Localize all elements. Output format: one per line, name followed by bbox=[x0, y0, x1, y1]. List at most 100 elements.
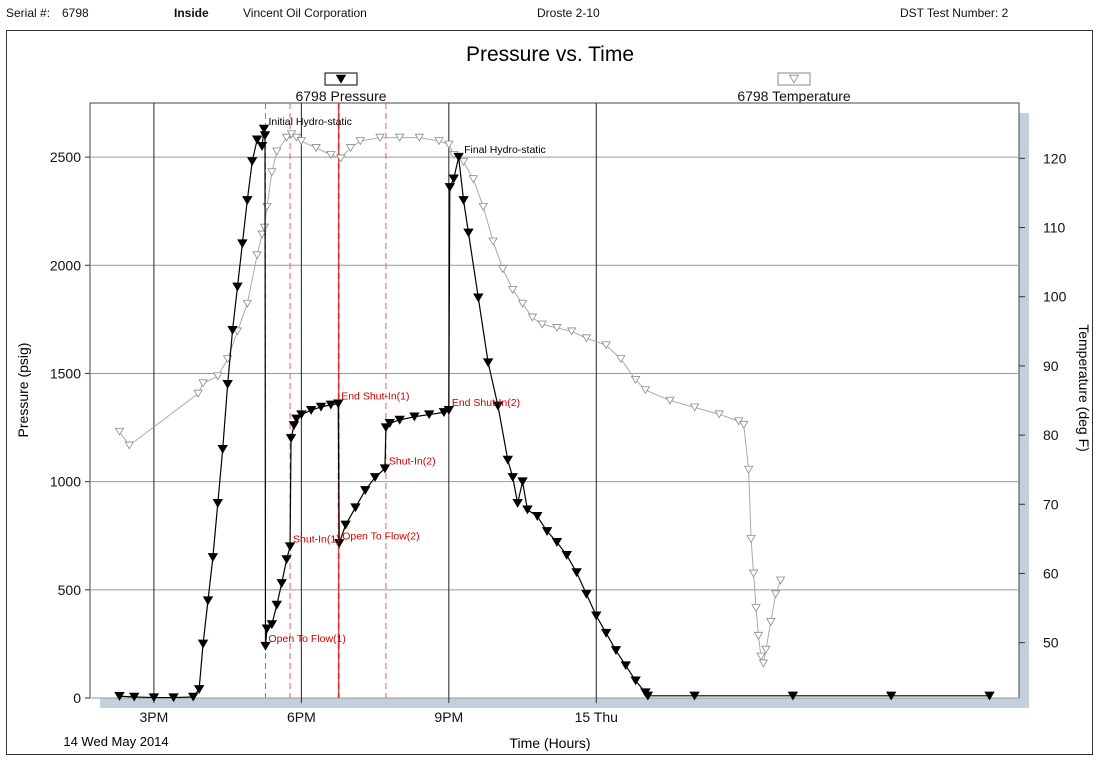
pressure-point bbox=[384, 418, 396, 428]
temperature-point bbox=[758, 659, 769, 668]
legend-label: 6798 Temperature bbox=[737, 88, 851, 104]
temperature-point bbox=[775, 576, 786, 585]
chart-title: Pressure vs. Time bbox=[466, 43, 634, 66]
pressure-point bbox=[251, 135, 263, 145]
annotation-label: End Shut-In(1) bbox=[341, 391, 409, 403]
temperature-point bbox=[746, 535, 756, 544]
y-tick-label: 500 bbox=[58, 582, 82, 598]
temperature-point bbox=[766, 618, 776, 627]
pressure-point bbox=[438, 408, 450, 418]
date-label: 14 Wed May 2014 bbox=[63, 734, 168, 749]
pressure-point bbox=[296, 410, 307, 420]
y2-tick-label: 80 bbox=[1043, 427, 1059, 443]
pressure-point bbox=[168, 693, 179, 703]
temperature-point bbox=[552, 324, 562, 333]
temperature-point bbox=[748, 569, 759, 578]
temperature-point bbox=[242, 299, 252, 308]
pressure-point bbox=[188, 692, 199, 702]
temperature-point bbox=[581, 334, 592, 343]
pressure-point bbox=[610, 646, 622, 656]
pressure-point bbox=[620, 661, 631, 671]
pressure-point bbox=[350, 503, 361, 513]
temperature-point bbox=[630, 375, 641, 384]
temperature-point bbox=[114, 427, 125, 436]
pressure-point bbox=[409, 412, 420, 422]
pressure-point bbox=[325, 400, 337, 410]
temperature-point bbox=[257, 230, 267, 239]
y2-tick-label: 70 bbox=[1043, 496, 1059, 512]
y-axis-label: Pressure (psig) bbox=[15, 343, 31, 438]
pressure-point bbox=[227, 325, 238, 335]
pressure-point bbox=[276, 579, 287, 588]
annotation-label: Open To Flow(1) bbox=[268, 633, 345, 645]
temperature-point bbox=[665, 396, 675, 405]
pressure-point bbox=[380, 423, 392, 433]
pressure-point bbox=[591, 611, 602, 621]
pressure-point bbox=[334, 539, 345, 548]
y2-tick-label: 50 bbox=[1043, 635, 1059, 651]
temperature-point bbox=[326, 151, 336, 160]
temperature-point bbox=[508, 286, 518, 294]
serial-value: 6798 bbox=[62, 6, 89, 20]
pressure-point bbox=[379, 464, 391, 474]
pressure-point bbox=[532, 512, 543, 521]
pressure-point bbox=[114, 692, 125, 701]
legend-marker-temperature bbox=[788, 74, 800, 84]
y2-tick-label: 100 bbox=[1043, 289, 1067, 305]
annotation-label: Final Hydro-static bbox=[464, 144, 546, 156]
pressure-point bbox=[642, 691, 654, 701]
serial-label: Serial #: bbox=[6, 6, 51, 20]
pressure-point bbox=[271, 600, 282, 610]
temperature-point bbox=[689, 403, 700, 412]
pressure-point bbox=[522, 505, 533, 515]
pressure-point bbox=[581, 589, 592, 599]
temperature-point bbox=[753, 631, 764, 640]
pressure-point bbox=[482, 358, 494, 368]
legend: 6798 Pressure 6798 Temperature bbox=[295, 72, 851, 104]
temperature-point bbox=[193, 389, 203, 398]
pressure-point bbox=[261, 624, 273, 634]
pressure-point bbox=[360, 486, 371, 495]
pressure-point bbox=[787, 691, 799, 701]
pressure-point bbox=[630, 676, 641, 686]
pressure-point bbox=[517, 477, 528, 487]
pressure-point bbox=[148, 693, 160, 703]
temperature-point bbox=[751, 604, 761, 613]
pressure-point bbox=[212, 499, 223, 508]
temperature-point bbox=[478, 202, 488, 211]
pressure-point bbox=[463, 228, 474, 238]
annotation-label: Initial Hydro-static bbox=[268, 116, 351, 128]
x-tick-label: 6PM bbox=[287, 709, 316, 725]
y2-axis-label: Temperature (deg F) bbox=[1076, 324, 1092, 452]
temperature-point bbox=[375, 133, 385, 142]
temperature-point bbox=[601, 341, 611, 350]
pressure-point bbox=[232, 282, 243, 292]
pressure-point bbox=[473, 293, 484, 303]
pressure-point bbox=[886, 691, 897, 701]
pressure-point bbox=[444, 183, 456, 192]
pressure-point bbox=[551, 537, 563, 547]
plot-background bbox=[89, 102, 1020, 699]
well-name: Droste 2-10 bbox=[537, 6, 600, 20]
temperature-point bbox=[567, 327, 577, 336]
pressure-point bbox=[202, 596, 214, 606]
pressure-point bbox=[284, 542, 296, 552]
pressure-point bbox=[600, 628, 612, 638]
y-tick-label: 2000 bbox=[50, 257, 81, 273]
pressure-point bbox=[458, 196, 469, 205]
annotation-label: Shut-In(1) bbox=[293, 534, 340, 546]
pressure-point bbox=[305, 406, 317, 415]
pressure-point bbox=[315, 402, 327, 412]
temperature-point bbox=[714, 410, 724, 419]
temperature-point bbox=[537, 320, 547, 329]
pressure-point bbox=[394, 415, 405, 425]
company-name: Vincent Oil Corporation bbox=[243, 6, 367, 20]
pressure-point bbox=[207, 553, 219, 562]
annotation-label: End Shut-In(2) bbox=[452, 397, 520, 409]
legend-label: 6798 Pressure bbox=[295, 88, 386, 104]
y-tick-label: 1500 bbox=[50, 365, 81, 381]
temperature-point bbox=[272, 147, 282, 156]
pressure-point bbox=[369, 473, 381, 482]
y-tick-label: 0 bbox=[73, 690, 81, 706]
annotation-label: Shut-In(2) bbox=[389, 456, 436, 468]
